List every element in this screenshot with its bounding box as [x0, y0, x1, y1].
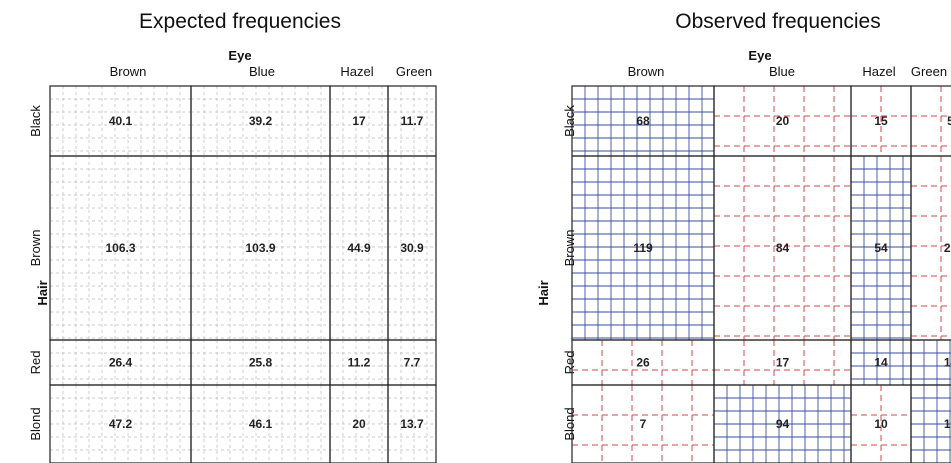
- observed-cell: 14: [910, 339, 951, 386]
- expected-cell-value: 20: [352, 417, 366, 431]
- expected-cell: 47.2: [49, 384, 192, 463]
- observed-cell-value: 14: [874, 356, 888, 370]
- observed-cell-value: 68: [636, 114, 650, 128]
- expected-row-label: Brown: [28, 230, 43, 267]
- expected-row-label: Blond: [28, 407, 43, 440]
- expected-cell-value: 13.7: [400, 417, 424, 431]
- expected-cell-value: 103.9: [245, 241, 275, 255]
- observed-cell: 84: [713, 155, 852, 341]
- observed-cell: 29: [910, 155, 951, 341]
- expected-col-label: Hazel: [340, 64, 373, 79]
- observed-cell-value: 29: [944, 241, 951, 255]
- expected-cell: 7.7: [387, 339, 437, 386]
- expected-cell-value: 30.9: [400, 241, 424, 255]
- observed-cell: 68: [571, 85, 715, 157]
- expected-cell-value: 46.1: [249, 417, 273, 431]
- observed-cell: 16: [910, 384, 951, 463]
- observed-col-labels: Brown Blue Hazel Green: [628, 64, 948, 79]
- observed-cell-value: 10: [874, 417, 888, 431]
- expected-cell: 106.3: [49, 155, 192, 341]
- observed-cell: 20: [713, 85, 852, 157]
- expected-cell-value: 17: [352, 114, 366, 128]
- expected-cell: 39.2: [190, 85, 331, 157]
- expected-cell-value: 44.9: [347, 241, 371, 255]
- expected-cell-value: 47.2: [109, 417, 133, 431]
- observed-panel: Observed frequencies Eye Brown Blue Hazel G…: [536, 10, 951, 463]
- expected-row-labels: Black Brown Red Blond: [28, 105, 43, 441]
- observed-cell: 17: [713, 339, 852, 386]
- observed-row-var: Hair: [536, 280, 551, 305]
- observed-cell: 5: [910, 85, 951, 157]
- observed-cell-value: 84: [776, 241, 790, 255]
- observed-cell-value: 94: [776, 417, 790, 431]
- expected-cell-value: 26.4: [109, 356, 133, 370]
- observed-col-label: Green: [911, 64, 947, 79]
- observed-cells: 68 20 15 5 119 84 54 29 26 17 14 14 7 94 10 16: [571, 85, 951, 463]
- expected-cell: 11.7: [387, 85, 437, 157]
- observed-cell-value: 7: [640, 417, 647, 431]
- observed-col-var: Eye: [748, 48, 771, 63]
- observed-cell: 15: [850, 85, 912, 157]
- expected-cell: 13.7: [387, 384, 437, 463]
- observed-cell: 7: [571, 384, 715, 463]
- expected-cell-value: 11.7: [401, 114, 424, 128]
- observed-cell-value: 17: [776, 356, 790, 370]
- observed-col-label: Hazel: [862, 64, 895, 79]
- observed-cell-value: 54: [874, 241, 888, 255]
- expected-cell: 11.2: [329, 339, 389, 386]
- expected-col-labels: Brown Blue Hazel Green: [110, 64, 433, 79]
- observed-cell-value: 15: [874, 114, 888, 128]
- observed-cell: 119: [571, 155, 715, 341]
- observed-row-label: Black: [562, 105, 577, 137]
- expected-cell-value: 11.2: [348, 356, 371, 370]
- expected-cell: 26.4: [49, 339, 192, 386]
- observed-cell-value: 20: [776, 114, 790, 128]
- observed-row-label: Blond: [562, 407, 577, 440]
- observed-cell: 54: [850, 155, 912, 341]
- expected-title: Expected frequencies: [139, 10, 341, 33]
- observed-row-label: Red: [562, 351, 577, 375]
- observed-cell-value: 16: [944, 417, 951, 431]
- observed-cell: 94: [713, 384, 852, 463]
- expected-cell: 46.1: [190, 384, 331, 463]
- expected-cell: 103.9: [190, 155, 331, 341]
- expected-cell-value: 40.1: [109, 114, 133, 128]
- expected-cells: 40.1 39.2 17 11.7 106.3 103.9 44.9 30.9 26.4 25.8…: [49, 85, 437, 463]
- observed-cell: 26: [571, 339, 715, 386]
- expected-cell-value: 106.3: [105, 241, 135, 255]
- observed-cell-value: 5: [947, 114, 951, 128]
- expected-col-label: Blue: [249, 64, 275, 79]
- observed-col-label: Brown: [628, 64, 665, 79]
- expected-cell-value: 7.7: [404, 356, 421, 370]
- expected-cell: 30.9: [387, 155, 437, 341]
- expected-col-label: Green: [396, 64, 432, 79]
- expected-row-var: Hair: [35, 280, 50, 305]
- observed-row-label: Brown: [562, 230, 577, 267]
- expected-cell: 40.1: [49, 85, 192, 157]
- expected-cell-value: 25.8: [249, 356, 273, 370]
- observed-cell: 10: [850, 384, 912, 463]
- expected-cell: 20: [329, 384, 389, 463]
- expected-cell: 25.8: [190, 339, 331, 386]
- observed-cell-value: 119: [633, 241, 653, 255]
- expected-row-label: Red: [28, 351, 43, 375]
- observed-title: Observed frequencies: [675, 10, 880, 33]
- expected-cell-value: 39.2: [249, 114, 273, 128]
- observed-cell: 14: [850, 339, 912, 386]
- observed-row-labels: Black Brown Red Blond: [562, 105, 577, 441]
- expected-row-label: Black: [28, 105, 43, 137]
- expected-panel: Expected frequencies Eye Brown Blue Hazel G…: [28, 10, 437, 463]
- expected-cell: 44.9: [329, 155, 389, 341]
- expected-cell-border: [387, 384, 437, 463]
- expected-col-label: Brown: [110, 64, 147, 79]
- expected-col-var: Eye: [228, 48, 251, 63]
- observed-col-label: Blue: [769, 64, 795, 79]
- observed-cell-value: 14: [944, 356, 951, 370]
- observed-cell-value: 26: [636, 356, 650, 370]
- expected-cell: 17: [329, 85, 389, 157]
